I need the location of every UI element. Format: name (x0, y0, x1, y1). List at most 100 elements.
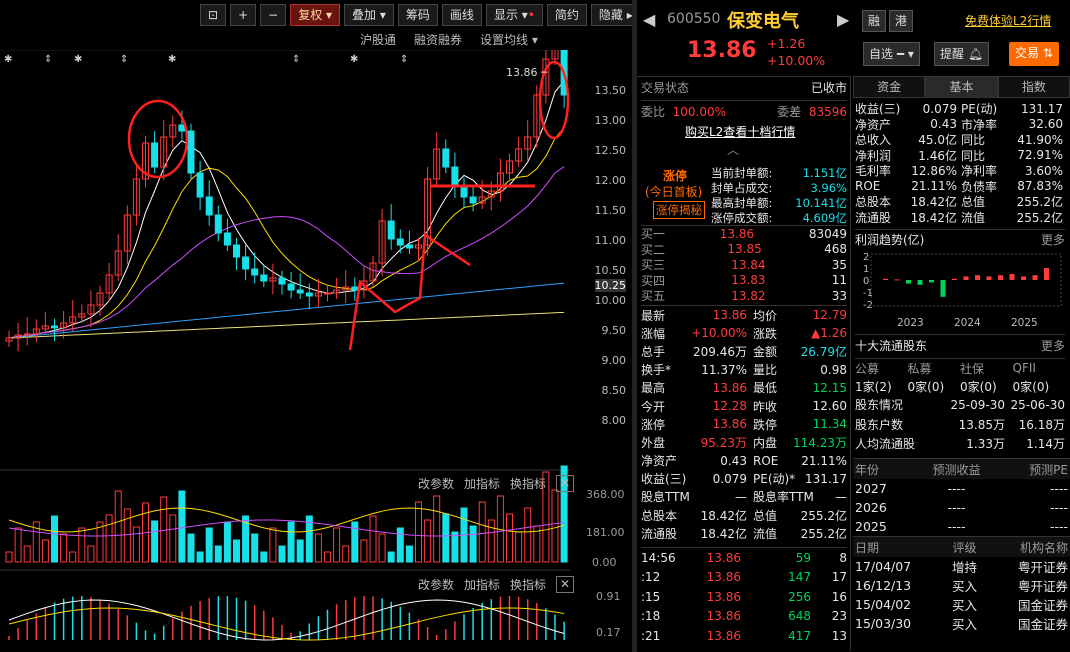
volume-bar (524, 507, 532, 563)
book-row[interactable]: 买五 13.82 33 (641, 288, 847, 304)
next-stock-icon[interactable]: ▶ (837, 10, 850, 29)
candle (78, 304, 86, 323)
kdj-switch-indicator[interactable]: 换指标 (510, 578, 547, 592)
kdj-add-indicator[interactable]: 加指标 (464, 578, 501, 592)
tab-fund[interactable]: 资金 (853, 76, 926, 98)
candle (515, 137, 523, 167)
marker-icon: ⇕ (44, 54, 52, 65)
volume-bar (424, 519, 432, 563)
candle (5, 330, 13, 347)
quote-label: 股息率TTM (753, 490, 814, 505)
hk-badge[interactable]: 港 (889, 10, 914, 32)
panel-divider[interactable] (632, 0, 637, 652)
tick-row: :15 13.86 256 16 (641, 587, 847, 607)
buy-l2-link[interactable]: 购买L2查看十档行情 (685, 125, 796, 139)
limit-stat-label: 封单占成交: (711, 180, 773, 195)
book-row[interactable]: 买四 13.83 11 (641, 273, 847, 289)
quote-value: 11.37% (701, 362, 747, 377)
book-row[interactable]: 买三 13.84 35 (641, 257, 847, 273)
fund-row: 净资产 0.43 市净率 32.60 (855, 116, 1065, 132)
ratings-row[interactable]: 15/04/02 买入 国金证券 (853, 595, 1070, 614)
price-tick: 8.00 (601, 414, 627, 427)
quote-row: 股息TTM — 股息率TTM — (641, 488, 847, 506)
ratings-cell: 17/04/07 (855, 559, 912, 574)
ratings-row[interactable]: 15/03/30 买入 国金证券 (853, 614, 1070, 633)
fund-value: 87.83% (1017, 179, 1063, 193)
l2-trial-link[interactable]: 免费体验L2行情 (965, 14, 1052, 28)
remind-button[interactable]: 提醒 🔔︎ (934, 42, 990, 66)
forecast-row[interactable]: 2026 ---- ---- (853, 498, 1070, 517)
close-icon[interactable]: ✕ (556, 475, 575, 492)
collapse-icon[interactable]: ︿ (727, 143, 740, 157)
volume-bar (160, 496, 168, 563)
volume-indicator-bar: 改参数 加指标 换指标 ✕ (418, 475, 575, 492)
volume-bar (87, 545, 95, 563)
tab-index[interactable]: 指数 (997, 76, 1070, 98)
quote-value: 131.17 (805, 471, 847, 486)
quote-label: 最低 (753, 381, 778, 396)
tab-basic[interactable]: 基本 (925, 76, 998, 98)
watchlist-button[interactable]: 自选 ━ ▾ (863, 42, 920, 66)
vol-edit-param[interactable]: 改参数 (418, 477, 455, 491)
ratings-row[interactable]: 17/04/07 增持 粤开证券 (853, 557, 1070, 576)
candle (360, 266, 368, 299)
close-icon[interactable]: ✕ (556, 576, 575, 593)
hide-button[interactable]: 隐藏 ▸▸ (590, 4, 632, 26)
quote-value: +10.00% (691, 326, 747, 341)
volume-bar (342, 545, 350, 563)
profit-axis-tick: 1 (863, 264, 869, 275)
hsgt-link[interactable]: 沪股通 (360, 33, 397, 47)
vol-axis-mid: 181.00 (586, 526, 625, 539)
simple-button[interactable]: 简约 (546, 4, 587, 26)
fund-value: 41.90% (1017, 132, 1063, 147)
forecast-cell: ---- (947, 500, 966, 515)
draw-line-button[interactable]: 画线 (441, 4, 482, 26)
vol-add-indicator[interactable]: 加指标 (464, 477, 501, 491)
limit-reveal-button[interactable]: 涨停揭秘 (653, 201, 705, 219)
candle (387, 204, 395, 250)
display-button[interactable]: 显示 ▾• (485, 4, 543, 26)
vol-switch-indicator[interactable]: 换指标 (510, 477, 547, 491)
prev-stock-icon[interactable]: ◀ (643, 10, 656, 29)
tick-count: 13 (831, 628, 847, 643)
book-volume: 11 (831, 273, 847, 288)
kdj-edit-param[interactable]: 改参数 (418, 578, 455, 592)
overlay-button[interactable]: 叠加 ▾ (344, 4, 394, 26)
ratings-row[interactable]: 16/12/13 买入 粤开证券 (853, 576, 1070, 595)
forecast-row[interactable]: 2027 ---- ---- (853, 479, 1070, 498)
ratings-cell: 粤开证券 (1017, 560, 1068, 575)
book-row[interactable]: 买二 13.85 468 (641, 242, 847, 258)
ratings-cell: 15/03/30 (855, 616, 912, 631)
profit-bar (952, 278, 957, 280)
kline-chart-area[interactable]: ⊡ + − 复权 ▾ 叠加 ▾ 筹码 画线 显示 ▾• 简约 隐藏 ▸▸ 沪股通… (0, 0, 632, 652)
holder-type: QFII (1012, 361, 1036, 375)
profit-more-link[interactable]: 更多 (1040, 233, 1065, 247)
book-row[interactable]: 买一 13.86 83049 (641, 226, 847, 242)
limit-stat-label: 当前封单额: (711, 165, 773, 180)
chips-button[interactable]: 筹码 (397, 4, 438, 26)
quote-label: 净资产 (641, 454, 678, 469)
minus-icon[interactable]: − (260, 4, 287, 26)
quote-label: 跌停 (753, 417, 778, 432)
volume-bar (296, 539, 304, 563)
margin-link[interactable]: 融资融券 (414, 33, 463, 47)
lock-icon[interactable]: ⊡ (200, 4, 227, 26)
fund-label: PE(动) (961, 102, 998, 116)
candle (506, 153, 513, 182)
candle (251, 252, 259, 284)
plus-icon[interactable]: + (230, 4, 257, 26)
candle (160, 120, 168, 181)
ma-settings-link[interactable]: 设置均线 ▾ (480, 33, 538, 47)
forecast-row[interactable]: 2025 ---- ---- (853, 517, 1070, 536)
margin-badge[interactable]: 融 (862, 10, 887, 32)
price-axis: 13.50 13.00 12.50 12.00 11.50 11.00 10.50 10.25… (570, 70, 632, 450)
holders-table: 公募 私募 社保 QFII 1家(2) 0家(0) 0家(0) 0家(0) 股东情况 25-09-… (855, 358, 1065, 454)
trade-button[interactable]: 交易 ⇅ (1009, 42, 1059, 66)
forecast-table: 年份 预测收益 预测PE 2027 ---- ---- 2026 ---- ---- 2025 --… (853, 458, 1070, 536)
fuquan-button[interactable]: 复权 ▾ (290, 4, 341, 26)
holders-more-link[interactable]: 更多 (1040, 339, 1065, 353)
marker-icon: ✱ (168, 54, 176, 65)
fund-value: 131.17 (1021, 101, 1063, 116)
forecast-cell: ---- (947, 481, 966, 496)
profit-bar (940, 280, 946, 297)
